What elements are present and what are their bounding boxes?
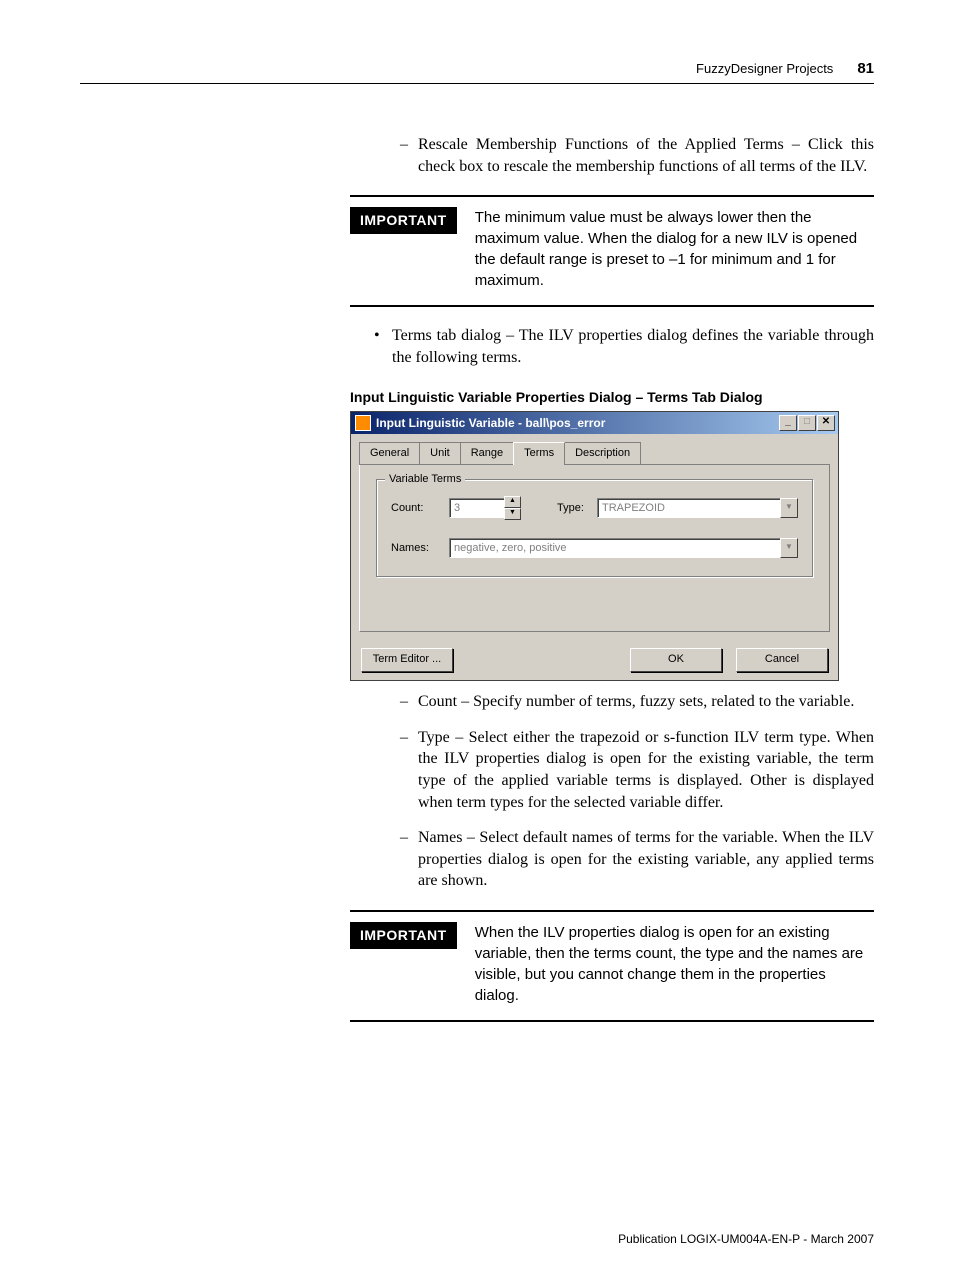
page-header: FuzzyDesigner Projects 81	[80, 60, 874, 84]
variable-terms-group: Variable Terms Count: 3 ▲ ▼ Type: TRAPEZ…	[376, 479, 813, 577]
important-label-2: IMPORTANT	[350, 922, 457, 949]
tab-description[interactable]: Description	[564, 442, 641, 464]
type-desc: Type – Select either the trapezoid or s-…	[400, 727, 874, 813]
ok-button[interactable]: OK	[630, 648, 722, 672]
tab-unit[interactable]: Unit	[419, 442, 461, 464]
count-spinner[interactable]: ▲ ▼	[504, 496, 521, 520]
important-text-1: The minimum value must be always lower t…	[475, 207, 874, 291]
names-select[interactable]: negative, zero, positive	[449, 538, 781, 558]
type-label: Type:	[557, 501, 597, 516]
term-editor-button[interactable]: Term Editor ...	[361, 648, 453, 672]
count-desc: Count – Specify number of terms, fuzzy s…	[400, 691, 874, 713]
important-callout-1: IMPORTANT The minimum value must be alwa…	[350, 195, 874, 307]
dialog-titlebar: Input Linguistic Variable - ball\pos_err…	[351, 412, 838, 434]
spin-up-icon[interactable]: ▲	[504, 496, 521, 508]
important-text-2: When the ILV properties dialog is open f…	[475, 922, 874, 1006]
dialog-icon	[355, 415, 371, 431]
group-title: Variable Terms	[385, 472, 465, 487]
type-dropdown-icon[interactable]: ▼	[780, 498, 798, 518]
minimize-button[interactable]: _	[779, 415, 797, 431]
tab-range[interactable]: Range	[460, 442, 514, 464]
page-number: 81	[857, 60, 874, 77]
close-button[interactable]: ✕	[817, 415, 835, 431]
terms-bullet: Terms tab dialog – The ILV properties di…	[374, 325, 874, 368]
tab-general[interactable]: General	[359, 442, 420, 464]
names-label: Names:	[391, 541, 449, 556]
spin-down-icon[interactable]: ▼	[504, 508, 521, 520]
footer-publication: Publication LOGIX-UM004A-EN-P - March 20…	[80, 1232, 874, 1246]
names-dropdown-icon[interactable]: ▼	[780, 538, 798, 558]
tab-strip: General Unit Range Terms Description	[359, 442, 830, 465]
chapter-title: FuzzyDesigner Projects	[696, 61, 833, 76]
tab-panel-terms: Variable Terms Count: 3 ▲ ▼ Type: TRAPEZ…	[359, 465, 830, 632]
dialog-title: Input Linguistic Variable - ball\pos_err…	[376, 415, 779, 431]
cancel-button[interactable]: Cancel	[736, 648, 828, 672]
count-label: Count:	[391, 501, 449, 516]
rescale-item: Rescale Membership Functions of the Appl…	[400, 134, 874, 177]
count-input[interactable]: 3	[449, 498, 505, 518]
maximize-button[interactable]: □	[798, 415, 816, 431]
important-callout-2: IMPORTANT When the ILV properties dialog…	[350, 910, 874, 1022]
important-label: IMPORTANT	[350, 207, 457, 234]
ilv-dialog: Input Linguistic Variable - ball\pos_err…	[350, 411, 839, 681]
type-select[interactable]: TRAPEZOID	[597, 498, 781, 518]
names-desc: Names – Select default names of terms fo…	[400, 827, 874, 892]
tab-terms[interactable]: Terms	[513, 442, 565, 465]
figure-caption: Input Linguistic Variable Properties Dia…	[350, 388, 874, 407]
